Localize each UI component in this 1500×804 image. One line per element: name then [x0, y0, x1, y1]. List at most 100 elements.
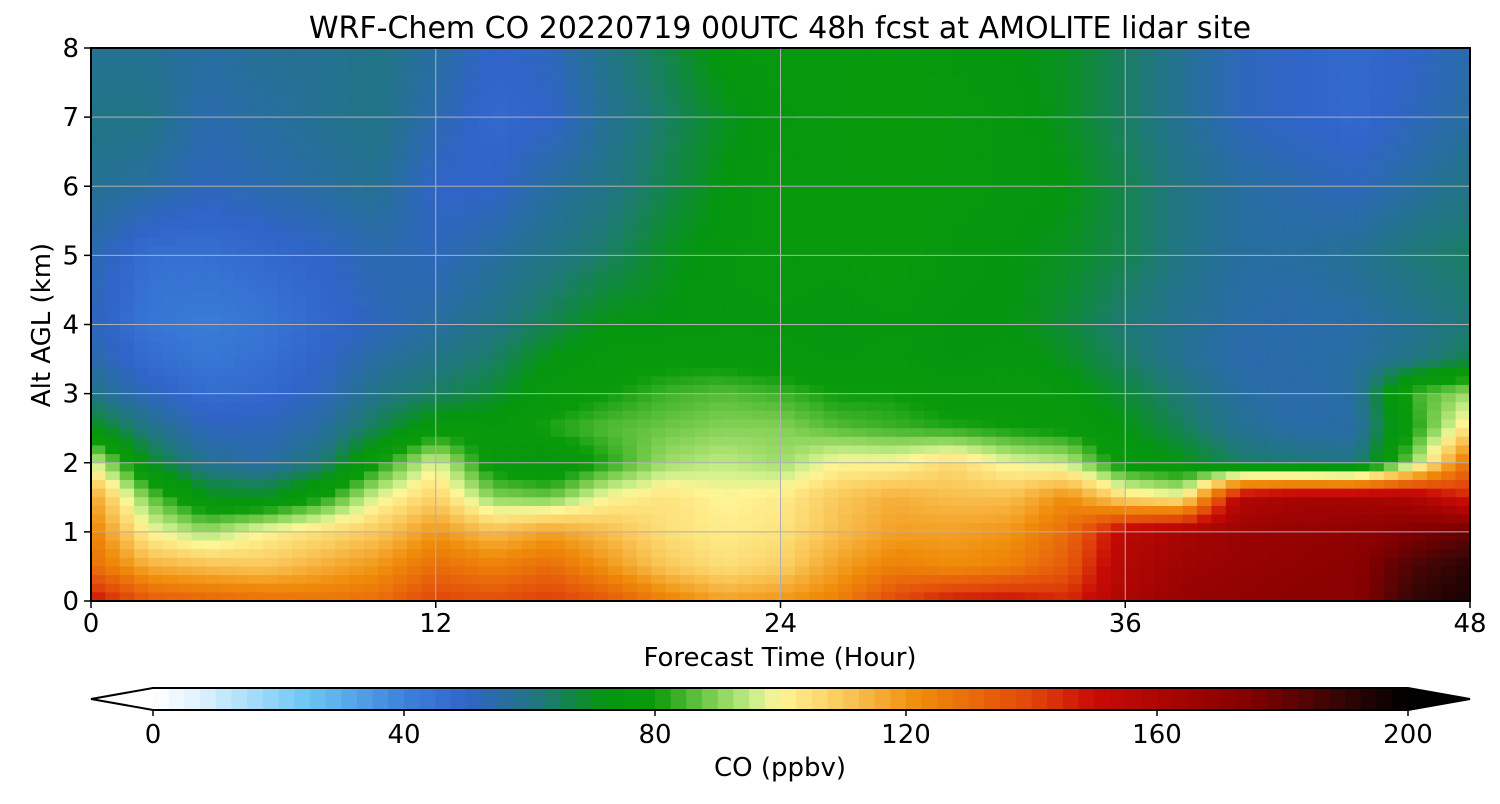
heatmap-cell — [924, 108, 940, 118]
heatmap-cell — [550, 125, 566, 136]
heatmap-cell — [507, 246, 523, 256]
heatmap-cell — [392, 264, 408, 274]
heatmap-cell — [1326, 307, 1342, 317]
heatmap-cell — [1426, 298, 1442, 308]
heatmap-cell — [1355, 134, 1371, 144]
heatmap-cell — [1369, 307, 1385, 317]
heatmap-cell — [435, 229, 451, 239]
heatmap-cell — [651, 203, 667, 213]
heatmap-cell — [464, 125, 480, 136]
heatmap-cell — [392, 160, 408, 170]
heatmap-cell — [852, 419, 868, 429]
heatmap-cell — [1254, 91, 1270, 101]
heatmap-cell — [1153, 134, 1169, 144]
heatmap-cell — [507, 91, 523, 101]
heatmap-cell — [1053, 255, 1069, 265]
heatmap-cell — [162, 108, 178, 118]
heatmap-cell — [866, 480, 882, 490]
heatmap-cell — [1039, 143, 1055, 153]
heatmap-cell — [665, 264, 681, 274]
heatmap-cell — [895, 143, 911, 153]
heatmap-cell — [981, 410, 997, 421]
heatmap-cell — [1067, 203, 1083, 213]
heatmap-cell — [1197, 168, 1213, 179]
heatmap-cell — [306, 350, 322, 360]
heatmap-cell — [1441, 229, 1457, 239]
heatmap-cell — [1283, 220, 1299, 231]
heatmap-cell — [780, 125, 796, 136]
heatmap-cell — [909, 419, 925, 429]
heatmap-cell — [1010, 410, 1026, 421]
heatmap-cell — [1311, 168, 1327, 179]
heatmap-cell — [249, 402, 264, 412]
heatmap-cell — [881, 410, 897, 421]
heatmap-cell — [1297, 454, 1313, 464]
heatmap-cell — [1240, 238, 1256, 248]
heatmap-cell — [421, 91, 437, 101]
heatmap-cell — [1125, 91, 1141, 101]
heatmap-cell — [751, 471, 767, 481]
heatmap-cell — [220, 462, 236, 472]
heatmap-cell — [837, 350, 853, 360]
heatmap-cell — [909, 108, 925, 118]
heatmap-cell — [1297, 445, 1313, 455]
heatmap-cell — [1082, 402, 1098, 412]
heatmap-cell — [177, 203, 193, 213]
heatmap-cell — [105, 419, 121, 429]
heatmap-cell — [1211, 341, 1227, 352]
heatmap-cell — [794, 324, 810, 334]
heatmap-cell — [1168, 229, 1184, 239]
heatmap-cell — [751, 428, 767, 438]
heatmap-cell — [1268, 160, 1284, 170]
heatmap-cell — [292, 480, 308, 490]
heatmap-cell — [1067, 255, 1083, 265]
heatmap-cell — [809, 168, 825, 179]
heatmap-cell — [751, 324, 767, 334]
heatmap-cell — [1455, 281, 1471, 291]
heatmap-cell — [162, 99, 178, 110]
heatmap-cell — [1340, 238, 1356, 248]
heatmap-cell — [809, 307, 825, 317]
heatmap-cell — [694, 220, 710, 231]
heatmap-cell — [866, 246, 882, 256]
heatmap-cell — [1211, 281, 1227, 291]
heatmap-cell — [952, 376, 968, 386]
heatmap-cell — [1240, 48, 1256, 58]
heatmap-cell — [464, 376, 480, 386]
heatmap-cell — [679, 428, 695, 438]
heatmap-cell — [1398, 212, 1414, 222]
heatmap-cell — [766, 281, 782, 291]
heatmap-cell — [363, 333, 379, 343]
heatmap-cell — [837, 117, 853, 127]
heatmap-cell — [794, 56, 810, 66]
heatmap-cell — [1412, 186, 1428, 196]
heatmap-cell — [349, 151, 365, 161]
heatmap-cell — [148, 56, 164, 66]
heatmap-cell — [191, 229, 207, 239]
heatmap-cell — [1197, 117, 1213, 127]
heatmap-cell — [1110, 419, 1126, 429]
heatmap-cell — [780, 194, 796, 205]
heatmap-cell — [91, 402, 106, 412]
heatmap-cell — [119, 480, 135, 490]
heatmap-cell — [852, 480, 868, 490]
heatmap-cell — [852, 125, 868, 136]
heatmap-cell — [1096, 307, 1112, 317]
heatmap-cell — [852, 445, 868, 455]
heatmap-cell — [723, 117, 738, 127]
heatmap-cell — [234, 255, 250, 265]
heatmap-cell — [1383, 203, 1399, 213]
heatmap-cell — [263, 480, 279, 490]
heatmap-cell — [320, 186, 336, 196]
heatmap-cell — [507, 220, 523, 231]
heatmap-cell — [1311, 117, 1327, 127]
heatmap-cell — [421, 82, 437, 92]
heatmap-cell — [1326, 160, 1342, 170]
heatmap-cell — [881, 367, 897, 377]
heatmap-cell — [536, 168, 552, 179]
heatmap-cell — [119, 151, 135, 161]
heatmap-cell — [608, 324, 624, 334]
heatmap-cell — [967, 350, 983, 360]
heatmap-cell — [421, 177, 437, 187]
heatmap-cell — [1369, 246, 1385, 256]
